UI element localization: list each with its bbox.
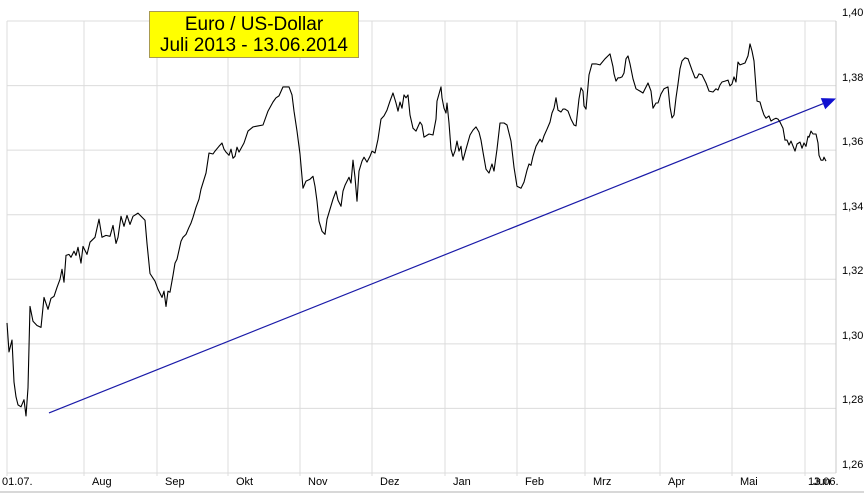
x-tick-label: Jan [453, 476, 471, 488]
y-tick-label: 1,38 [842, 71, 864, 84]
eur-usd-series-line [6, 43, 827, 417]
y-tick-label: 1,34 [842, 200, 864, 213]
x-tick-label: Aug [92, 476, 112, 488]
y-tick-label: 1,32 [842, 265, 864, 278]
y-tick-label: 1,28 [842, 394, 864, 407]
x-tick-label: Nov [308, 476, 328, 488]
grid-lines [6, 20, 836, 476]
y-tick-label: 1,40 [842, 7, 864, 19]
x-tick-label: 13.06. [808, 476, 839, 488]
y-tick-label: 1,30 [842, 329, 864, 342]
trend-arrow [48, 103, 824, 414]
x-tick-label: 01.07. [2, 476, 33, 488]
bottom-rule [0, 491, 864, 493]
y-tick-label: 1,26 [842, 459, 864, 471]
x-tick-label: Okt [236, 476, 254, 488]
x-tick-label: Feb [525, 476, 544, 488]
chart-title: Euro / US-Dollar [184, 14, 324, 35]
y-tick-label: 1,36 [842, 136, 864, 149]
chart-title-box: Euro / US-Dollar Juli 2013 - 13.06.2014 [149, 11, 359, 58]
x-tick-label: Apr [668, 476, 686, 488]
x-tick-label: Jun [813, 476, 831, 488]
arrowhead-icon [820, 98, 836, 110]
x-tick-label: Mai [740, 476, 758, 488]
x-tick-label: Dez [380, 476, 400, 488]
chart-subtitle: Juli 2013 - 13.06.2014 [159, 35, 349, 56]
x-tick-label: Sep [165, 476, 185, 488]
x-tick-label: Mrz [593, 476, 612, 488]
